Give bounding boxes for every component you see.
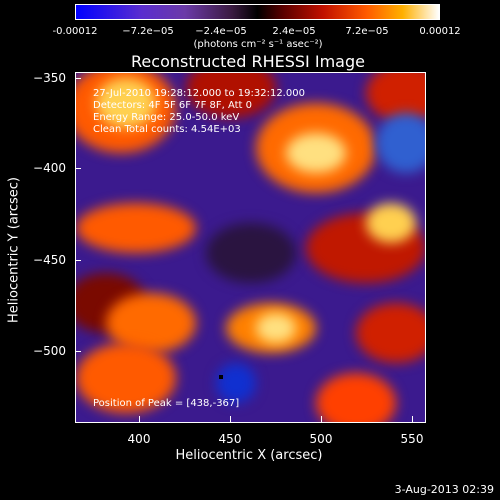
- x-tick-label: 550: [400, 432, 424, 446]
- energy-range-text: Energy Range: 25.0-50.0 keV: [93, 112, 240, 123]
- peak-marker: [219, 375, 223, 379]
- x-tick-mark: [412, 416, 413, 422]
- time-range-text: 27-Jul-2010 19:28:12.000 to 19:32:12.000: [93, 88, 305, 99]
- image-blob: [286, 133, 346, 173]
- y-tick-label: −350: [33, 71, 66, 85]
- y-tick-label: −500: [33, 344, 66, 358]
- x-tick-mark: [139, 416, 140, 422]
- colorbar-tick: −7.2e−05: [122, 26, 174, 37]
- image-blob: [216, 363, 256, 403]
- x-tick-label: 450: [218, 432, 242, 446]
- y-axis-label: Heliocentric Y (arcsec): [6, 177, 22, 323]
- image-blob: [96, 78, 156, 128]
- colorbar-tick: −2.4e−05: [195, 26, 247, 37]
- colorbar-tick: 2.4e−05: [272, 26, 316, 37]
- colorbar-tick: 0.00012: [419, 26, 461, 37]
- image-blob: [376, 113, 425, 173]
- y-tick-mark: [75, 260, 81, 261]
- colorbar-tick: 7.2e−05: [345, 26, 389, 37]
- image-blob: [316, 373, 396, 422]
- image-blob: [76, 343, 176, 413]
- y-tick-mark: [75, 78, 81, 79]
- y-tick-label: −400: [33, 161, 66, 175]
- rhessi-image: [75, 72, 426, 423]
- colorbar-units: (photons cm⁻² s⁻¹ asec⁻²): [193, 39, 323, 50]
- y-tick-label: −450: [33, 253, 66, 267]
- clean-counts-text: Clean Total counts: 4.54E+03: [93, 124, 241, 135]
- x-tick-mark: [230, 416, 231, 422]
- colorbar: [75, 4, 440, 20]
- image-blob: [76, 203, 196, 253]
- colorbar-tick: -0.00012: [52, 26, 98, 37]
- peak-position-text: Position of Peak = [438,-367]: [93, 398, 240, 409]
- image-title: Reconstructed RHESSI Image: [131, 52, 365, 71]
- image-blob: [366, 203, 416, 243]
- x-tick-label: 400: [127, 432, 151, 446]
- x-axis-label: Heliocentric X (arcsec): [175, 448, 323, 463]
- x-tick-mark: [321, 416, 322, 422]
- image-blob: [256, 313, 296, 343]
- y-tick-mark: [75, 351, 81, 352]
- detectors-text: Detectors: 4F 5F 6F 7F 8F, Att 0: [93, 100, 253, 111]
- image-blob: [356, 303, 425, 363]
- image-blob: [206, 223, 296, 283]
- footer-date: 3-Aug-2013 02:39: [394, 483, 494, 496]
- y-tick-mark: [75, 168, 81, 169]
- x-tick-label: 500: [309, 432, 333, 446]
